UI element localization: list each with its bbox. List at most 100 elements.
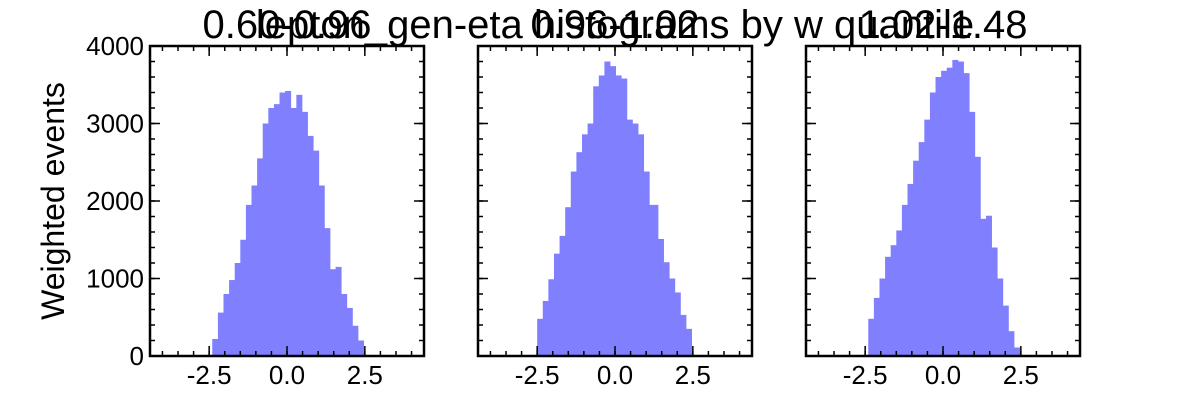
- histogram-bar: [565, 207, 572, 356]
- histogram-bar: [318, 185, 325, 356]
- histogram-bar: [296, 94, 303, 356]
- histogram-bar: [890, 245, 897, 356]
- histogram-bar: [901, 204, 908, 356]
- histogram-panel: -2.5 0.0 2.5 0.96-1.02: [476, 3, 754, 390]
- histogram-bar: [918, 142, 925, 356]
- histogram-bar: [885, 256, 892, 356]
- histogram-bar: [907, 183, 914, 356]
- histogram-bar: [615, 75, 622, 356]
- histogram-bar: [969, 111, 976, 356]
- axes-frame: [476, 44, 754, 358]
- histogram-bar: [553, 253, 560, 356]
- histogram-bar: [279, 92, 286, 356]
- histogram-bar: [643, 171, 650, 356]
- histogram-bar: [542, 300, 549, 356]
- histogram-bar: [669, 278, 676, 356]
- y-tick-label: 2000: [86, 186, 144, 216]
- histogram-bar: [357, 340, 364, 356]
- histogram-bar: [663, 262, 670, 356]
- x-tick-label: 0.0: [269, 360, 305, 390]
- axes-frame: [804, 44, 1082, 358]
- axes-frame: [148, 44, 426, 358]
- panel-title: 0.60-0.96: [202, 3, 371, 47]
- histogram-bar: [593, 86, 600, 357]
- histogram-bar: [674, 292, 681, 356]
- histogram-bar: [313, 150, 320, 356]
- histogram-bar: [240, 239, 247, 356]
- histogram-bar: [924, 119, 931, 356]
- histogram-bar: [234, 263, 241, 356]
- figure-suptitle: lepton_gen-eta histograms by w quantile: [256, 3, 974, 47]
- y-tick-label: 1000: [86, 264, 144, 294]
- y-tick-label: 3000: [86, 109, 144, 139]
- x-tick-label: -2.5: [843, 360, 888, 390]
- y-tick-label: 0: [130, 341, 144, 371]
- histogram-bar: [879, 278, 886, 356]
- histogram-bar: [352, 325, 359, 356]
- panels: -2.5 0.0 2.5 0 1000 2000 3000 4000 Weighted even…: [35, 3, 1082, 390]
- x-tick-label: 0.0: [597, 360, 633, 390]
- x-tick-label: 2.5: [347, 360, 383, 390]
- histogram-bar: [1013, 347, 1020, 356]
- histogram-bar: [610, 66, 617, 357]
- histogram-bar: [963, 73, 970, 356]
- histogram-bar: [223, 294, 230, 356]
- histogram-bar: [868, 318, 875, 356]
- histogram-bar: [680, 314, 687, 356]
- histogram-bar: [329, 269, 336, 356]
- histogram-bar: [997, 278, 1004, 356]
- histogram-bar: [285, 90, 292, 356]
- histogram-bar: [626, 119, 633, 356]
- histogram-bar: [290, 108, 297, 356]
- histogram-bar: [929, 92, 936, 356]
- histogram-bar: [638, 134, 645, 356]
- histogram-bar: [957, 61, 964, 356]
- histogram-bar: [268, 108, 275, 356]
- histogram-bar: [980, 218, 987, 356]
- x-tick-label: 2.5: [1003, 360, 1039, 390]
- histogram-bar: [685, 328, 692, 356]
- histogram-bar: [324, 228, 331, 356]
- histogram-bar: [985, 215, 992, 356]
- histogram-bar: [1008, 331, 1015, 356]
- histogram-bar: [537, 318, 544, 356]
- histogram-bar: [873, 297, 880, 356]
- histogram-bar: [604, 61, 611, 356]
- histogram-bar: [941, 70, 948, 357]
- y-axis-label: Weighted events: [35, 82, 71, 320]
- x-tick-label: -2.5: [187, 360, 232, 390]
- histogram-bar: [341, 294, 348, 356]
- histogram-bar: [913, 160, 920, 356]
- histogram-bar: [896, 230, 903, 356]
- histogram-bar: [262, 123, 269, 356]
- histogram-bar: [598, 75, 605, 356]
- x-tick-label: 0.0: [925, 360, 961, 390]
- x-tick-label: 2.5: [675, 360, 711, 390]
- histogram-bar: [657, 238, 664, 356]
- histogram-bar: [991, 247, 998, 356]
- histogram-bar: [581, 134, 588, 356]
- histogram-panel: -2.5 0.0 2.5 1.02-1.48: [804, 3, 1082, 390]
- histogram-panel: -2.5 0.0 2.5 0 1000 2000 3000 4000 Weighted even…: [35, 3, 426, 390]
- histogram-bar: [346, 307, 353, 356]
- histogram-bar: [935, 77, 942, 356]
- histogram-bar: [1002, 305, 1009, 356]
- y-tick-label: 4000: [86, 31, 144, 61]
- histogram-bar: [229, 280, 236, 356]
- histogram-bar: [251, 185, 258, 356]
- histogram-bar: [621, 78, 628, 357]
- histogram-bar: [301, 111, 308, 356]
- histogram-bar: [273, 104, 280, 356]
- histogram-bar: [559, 235, 566, 356]
- panel-title: 1.02-1.48: [858, 3, 1027, 47]
- histogram-bar: [212, 338, 219, 356]
- histogram-bar: [974, 156, 981, 356]
- histogram-bar: [217, 312, 224, 356]
- histogram-bar: [952, 59, 959, 356]
- panel-title: 0.96-1.02: [530, 3, 699, 47]
- histogram-bar: [245, 204, 252, 356]
- x-tick-label: -2.5: [515, 360, 560, 390]
- histogram-bar: [576, 152, 583, 356]
